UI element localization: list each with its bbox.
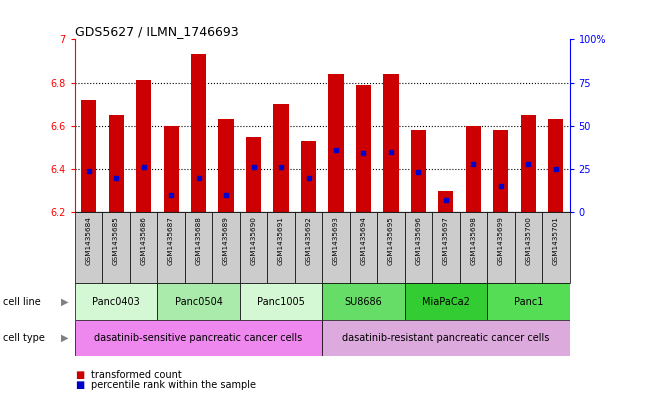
- Bar: [301, 141, 316, 212]
- Text: MiaPaCa2: MiaPaCa2: [422, 297, 470, 307]
- Bar: [432, 212, 460, 283]
- Text: percentile rank within the sample: percentile rank within the sample: [91, 380, 256, 390]
- Bar: [460, 212, 487, 283]
- Text: Panc1005: Panc1005: [257, 297, 305, 307]
- Text: ▶: ▶: [61, 333, 68, 343]
- Text: GDS5627 / ILMN_1746693: GDS5627 / ILMN_1746693: [75, 25, 238, 38]
- Bar: [109, 115, 124, 212]
- Text: Panc0403: Panc0403: [92, 297, 140, 307]
- Bar: [328, 74, 344, 212]
- Text: SU8686: SU8686: [344, 297, 382, 307]
- Bar: [548, 119, 564, 212]
- Bar: [542, 212, 570, 283]
- Text: Panc1: Panc1: [514, 297, 543, 307]
- Text: GSM1435698: GSM1435698: [471, 216, 477, 264]
- Bar: [81, 100, 96, 212]
- Text: dasatinib-sensitive pancreatic cancer cells: dasatinib-sensitive pancreatic cancer ce…: [94, 333, 303, 343]
- Bar: [515, 212, 542, 283]
- Bar: [240, 283, 322, 320]
- Bar: [163, 126, 178, 212]
- Bar: [493, 130, 508, 212]
- Bar: [487, 212, 515, 283]
- Bar: [322, 212, 350, 283]
- Text: GSM1435689: GSM1435689: [223, 216, 229, 264]
- Text: cell type: cell type: [3, 333, 45, 343]
- Bar: [185, 212, 212, 283]
- Bar: [356, 84, 371, 212]
- Bar: [75, 283, 158, 320]
- Text: dasatinib-resistant pancreatic cancer cells: dasatinib-resistant pancreatic cancer ce…: [342, 333, 549, 343]
- Bar: [295, 212, 322, 283]
- Bar: [322, 283, 405, 320]
- Bar: [191, 54, 206, 212]
- Text: GSM1435699: GSM1435699: [498, 216, 504, 264]
- Bar: [102, 212, 130, 283]
- Text: GSM1435697: GSM1435697: [443, 216, 449, 264]
- Bar: [246, 136, 261, 212]
- Text: GSM1435701: GSM1435701: [553, 216, 559, 264]
- Bar: [75, 320, 322, 356]
- Bar: [487, 283, 570, 320]
- Text: GSM1435700: GSM1435700: [525, 216, 531, 264]
- Text: GSM1435693: GSM1435693: [333, 216, 339, 264]
- Bar: [405, 212, 432, 283]
- Text: ▶: ▶: [61, 297, 68, 307]
- Text: Panc0504: Panc0504: [174, 297, 223, 307]
- Bar: [212, 212, 240, 283]
- Text: GSM1435684: GSM1435684: [86, 216, 92, 264]
- Bar: [158, 283, 240, 320]
- Bar: [322, 320, 570, 356]
- Text: ■: ■: [75, 380, 84, 390]
- Bar: [521, 115, 536, 212]
- Bar: [350, 212, 377, 283]
- Bar: [411, 130, 426, 212]
- Bar: [75, 212, 102, 283]
- Text: GSM1435686: GSM1435686: [141, 216, 146, 264]
- Text: GSM1435695: GSM1435695: [388, 216, 394, 264]
- Bar: [377, 212, 405, 283]
- Bar: [136, 80, 151, 212]
- Text: GSM1435696: GSM1435696: [415, 216, 421, 264]
- Text: GSM1435690: GSM1435690: [251, 216, 256, 264]
- Text: GSM1435688: GSM1435688: [195, 216, 202, 264]
- Text: GSM1435687: GSM1435687: [168, 216, 174, 264]
- Text: GSM1435692: GSM1435692: [305, 216, 311, 264]
- Bar: [268, 212, 295, 283]
- Bar: [383, 74, 398, 212]
- Text: ■: ■: [75, 370, 84, 380]
- Bar: [438, 191, 454, 212]
- Bar: [219, 119, 234, 212]
- Bar: [405, 283, 487, 320]
- Text: transformed count: transformed count: [91, 370, 182, 380]
- Text: GSM1435694: GSM1435694: [361, 216, 367, 264]
- Bar: [240, 212, 268, 283]
- Text: GSM1435691: GSM1435691: [278, 216, 284, 264]
- Text: GSM1435685: GSM1435685: [113, 216, 119, 264]
- Text: cell line: cell line: [3, 297, 41, 307]
- Bar: [130, 212, 158, 283]
- Bar: [158, 212, 185, 283]
- Bar: [466, 126, 481, 212]
- Bar: [273, 104, 288, 212]
